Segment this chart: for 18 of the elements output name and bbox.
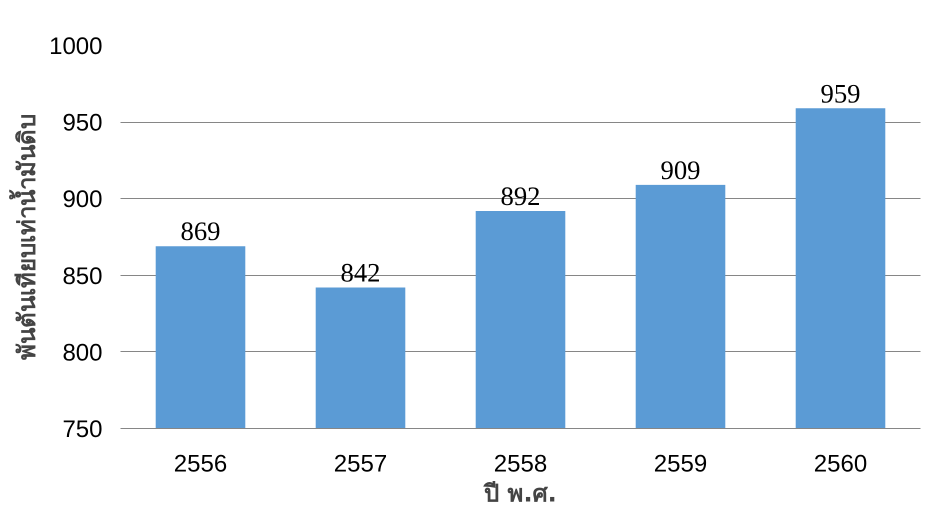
data-label: 869 [180, 216, 220, 246]
data-label: 959 [820, 78, 860, 108]
y-tick-label: 950 [62, 110, 103, 137]
x-tick-label: 2558 [494, 450, 548, 478]
x-tick-label: 2557 [334, 450, 388, 478]
y-tick-label: 850 [62, 262, 103, 290]
data-label: 842 [340, 258, 380, 288]
y-tick-label: 1000 [49, 33, 102, 60]
x-tick-label: 2559 [654, 450, 708, 478]
x-tick-label: 2556 [174, 450, 228, 478]
x-axis-title: ปี พ.ศ. [483, 480, 557, 508]
data-label: 892 [500, 180, 540, 211]
y-axis-title: พันตันเทียบเท่าน้ำมันดิบ [8, 114, 42, 360]
data-label: 909 [660, 154, 700, 185]
y-tick-label: 900 [62, 186, 103, 214]
x-tick-label: 2560 [814, 450, 868, 478]
y-tick-label: 800 [62, 339, 103, 366]
y-tick-label: 750 [62, 416, 103, 443]
